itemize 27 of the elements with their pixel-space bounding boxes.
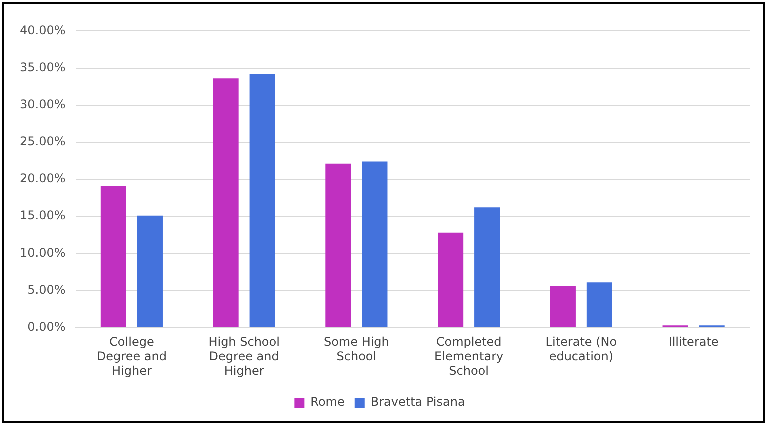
bar	[137, 216, 163, 328]
bar	[550, 286, 576, 328]
y-tick-label: 0.00%	[28, 320, 66, 334]
bar	[438, 232, 464, 328]
bar	[100, 186, 126, 328]
y-tick-label: 20.00%	[20, 172, 66, 186]
y-tick-label: 30.00%	[20, 97, 66, 112]
x-tick-label: College Degree and Higher	[96, 335, 167, 378]
legend-label: Bravetta Pisana	[370, 395, 466, 410]
legend-label: Rome	[310, 395, 345, 410]
y-tick-label: 15.00%	[20, 208, 66, 223]
bar	[326, 164, 352, 328]
x-tick-label: Completed Elementary School	[434, 335, 504, 378]
y-tick-label: 10.00%	[20, 246, 66, 260]
x-tick-label: Literate (No education)	[546, 335, 618, 364]
bar	[213, 78, 239, 328]
y-tick-label: 25.00%	[20, 134, 66, 149]
y-tick-label: 35.00%	[20, 60, 66, 74]
bar	[250, 74, 276, 328]
y-tick-label: 40.00%	[20, 23, 66, 38]
y-tick-label: 5.00%	[28, 282, 66, 297]
bar	[586, 282, 612, 328]
bar	[362, 162, 388, 328]
x-tick-label: High School Degree and Higher	[208, 335, 280, 378]
bar	[474, 208, 500, 328]
x-tick-label: Some High School	[324, 335, 390, 364]
x-tick-label: Illiterate	[668, 335, 719, 350]
